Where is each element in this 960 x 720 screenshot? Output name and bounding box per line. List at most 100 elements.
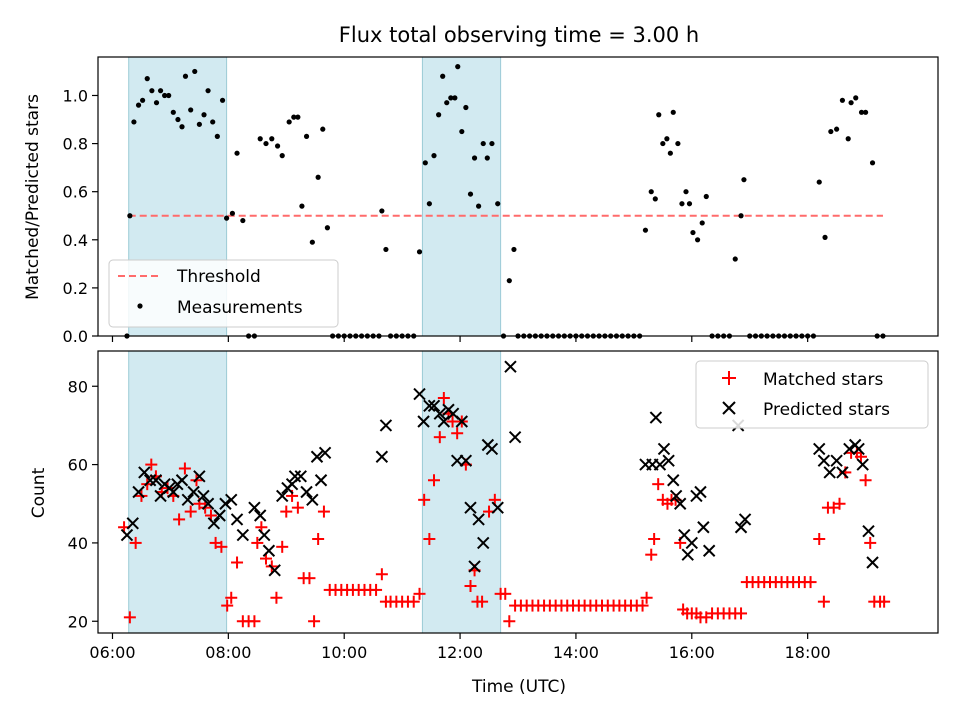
bottom-predicted-point-b: [455, 415, 469, 428]
bottom-star-points: [118, 360, 891, 628]
bottom-predicted-point: [843, 442, 856, 456]
top-measurement-point: [149, 88, 155, 94]
bottom-matched-point: [251, 536, 264, 549]
top-y-ticks: 0.0 0.2 0.4 0.6 0.8 1.0: [63, 86, 98, 346]
top-shaded-regions: [128, 57, 502, 336]
top-measurement-point: [648, 189, 654, 195]
bottom-matched-point: [184, 505, 197, 518]
bottom-predicted-point-b: [423, 399, 436, 413]
bottom-predicted-point: [248, 501, 261, 514]
bottom-predicted-point: [262, 544, 276, 557]
bottom-matched-point: [433, 431, 446, 444]
bottom-predicted-point: [830, 454, 843, 467]
bottom-predicted-point-b: [667, 474, 680, 487]
top-measurement-point: [182, 73, 189, 79]
bottom-matched-point: [864, 536, 877, 549]
bottom-predicted-point-b: [219, 497, 232, 510]
bottom-predicted-point: [187, 485, 200, 499]
bottom-predicted-point-b: [318, 446, 332, 460]
top-measurement-point: [699, 220, 705, 226]
top-measurement-point: [162, 92, 168, 99]
bottom-predicted-point: [213, 509, 226, 522]
bottom-predicted-point: [433, 407, 447, 420]
bottom-predicted-point: [485, 442, 499, 456]
x-tick-label: 08:00: [205, 643, 251, 662]
bottom-predicted-point-b: [491, 501, 504, 514]
bottom-y-tick-label: 60: [68, 456, 88, 475]
top-x-ticks: [111, 336, 809, 342]
bottom-predicted-point: [823, 466, 836, 479]
bottom-predicted-point: [657, 442, 671, 456]
bottom-matched-point: [276, 540, 289, 553]
top-measurement-point: [683, 189, 689, 195]
bottom-predicted-point: [132, 485, 145, 499]
bottom-predicted-point-b: [306, 493, 319, 507]
top-measurement-point: [506, 278, 512, 284]
top-measurement-point: [274, 143, 281, 149]
bottom-matched-point: [499, 587, 512, 600]
bottom-predicted-point-b: [248, 501, 261, 514]
top-measurement-point: [642, 227, 649, 233]
top-measurement-point: [263, 140, 269, 147]
bottom-predicted-point-b: [685, 536, 699, 550]
bottom-matched-point: [735, 607, 748, 620]
bottom-predicted-point: [201, 497, 215, 510]
bottom-predicted-point-b: [213, 509, 226, 522]
top-measurement-point: [436, 112, 442, 118]
bottom-predicted-point-b: [437, 415, 451, 428]
bottom-predicted-point-b: [417, 415, 430, 428]
bottom-predicted-point: [288, 470, 302, 483]
bottom-matched-point: [145, 458, 158, 471]
bottom-predicted-point: [375, 450, 389, 463]
bottom-predicted-point: [310, 450, 324, 463]
top-measurement-point: [703, 193, 709, 200]
top-measurement-point: [188, 107, 194, 113]
bottom-predicted-point-b: [262, 544, 276, 557]
top-y-tick-label: 0.8: [63, 135, 88, 154]
top-measurement-point: [839, 97, 846, 103]
bottom-predicted-point-b: [817, 454, 831, 467]
bottom-matched-point: [859, 474, 872, 487]
top-measurement-point: [127, 213, 133, 219]
top-measurement-point: [459, 128, 465, 135]
bottom-matched-point: [370, 583, 383, 596]
bottom-y-tick-label: 20: [68, 612, 88, 631]
top-measurement-point: [205, 88, 211, 94]
top-measurement-point: [315, 174, 321, 180]
bottom-predicted-point: [856, 458, 869, 471]
bottom-matched-point: [317, 505, 330, 518]
top-measurement-point: [834, 126, 840, 132]
legend-predicted-label: Predicted stars: [763, 400, 890, 420]
bottom-predicted-point-b: [823, 466, 836, 479]
bottom-predicted-point-b: [862, 524, 875, 538]
top-measurement-point: [379, 208, 385, 214]
bottom-predicted-point-b: [413, 387, 426, 401]
bottom-matched-point: [270, 591, 283, 604]
bottom-x-ticks: 06:00 08:00 10:00 12:00 14:00 16:00 18:00: [89, 633, 831, 662]
top-measurement-point: [291, 114, 297, 120]
bottom-predicted-point-b: [138, 466, 151, 479]
bottom-matched-point: [428, 474, 440, 487]
bottom-predicted-point: [852, 442, 865, 456]
top-measurement-point: [196, 121, 202, 127]
top-measurement-point: [828, 128, 834, 135]
top-measurement-point: [219, 97, 226, 103]
bottom-predicted-point-b: [852, 442, 865, 456]
top-measurement-point: [448, 95, 454, 101]
bottom-matched-point: [878, 595, 891, 608]
bottom-predicted-point: [738, 513, 752, 526]
bottom-predicted-point-b: [459, 454, 473, 467]
bottom-predicted-point: [175, 474, 189, 487]
bottom-predicted-point: [649, 411, 663, 424]
bottom-predicted-point-b: [485, 442, 499, 456]
bottom-predicted-point-b: [314, 474, 328, 487]
top-measurement-point: [192, 68, 198, 75]
bottom-matched-point: [451, 427, 464, 440]
bottom-predicted-point: [149, 474, 163, 487]
top-measurement-point: [471, 155, 478, 161]
bottom-predicted-point: [120, 528, 134, 542]
bottom-matched-point: [413, 587, 426, 600]
bottom-predicted-point-b: [653, 458, 667, 471]
bottom-matched-point: [652, 478, 665, 491]
bottom-matched-point: [804, 576, 817, 589]
